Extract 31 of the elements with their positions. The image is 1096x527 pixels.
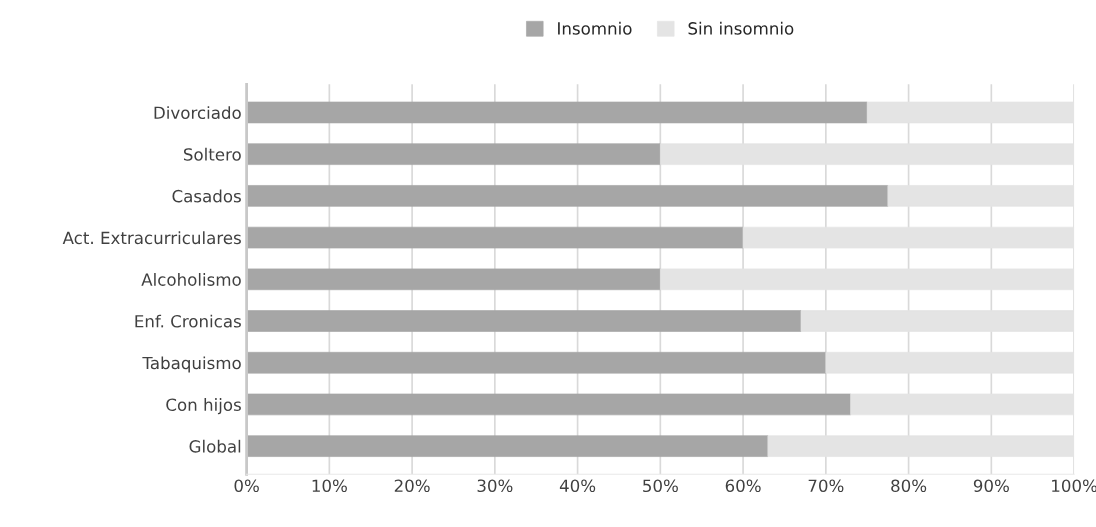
x-tick-label: 20% — [394, 479, 430, 493]
x-tick-label: 80% — [891, 479, 927, 493]
x-tick-label: 30% — [477, 479, 513, 493]
bar — [246, 435, 769, 457]
legend-label: Sin insomnio — [688, 21, 794, 35]
bar — [246, 393, 852, 416]
x-tick-label: 90% — [973, 479, 1009, 493]
bar — [246, 268, 661, 291]
x-tick-label: 50% — [643, 479, 678, 493]
y-tick-label: Con hijos — [166, 398, 241, 415]
bar — [246, 226, 744, 249]
x-tick-label: 100% — [1052, 479, 1096, 493]
y-tick-label: Act. Extracurriculares — [62, 231, 241, 245]
bar — [246, 101, 868, 124]
bar — [246, 143, 661, 165]
y-tick-label: Divorciado — [154, 106, 241, 120]
x-tick-label: 70% — [808, 479, 844, 493]
x-tick-label: 40% — [559, 479, 596, 493]
y-tick-label: Soltero — [183, 147, 241, 161]
bar — [246, 351, 827, 374]
y-tick-label: Enf. Cronicas — [135, 314, 241, 328]
y-tick-label: Tabaquismo — [142, 356, 241, 373]
x-tick-label: 60% — [725, 479, 761, 493]
x-tick-label: 10% — [312, 479, 347, 493]
bar — [246, 185, 889, 207]
legend-label: Insomnio — [558, 21, 632, 35]
bar — [246, 310, 802, 332]
y-tick-label: Alcoholismo — [141, 272, 241, 286]
y-tick-label: Global — [189, 439, 241, 453]
x-tick-label: 0% — [234, 479, 259, 493]
y-tick-label: Casados — [172, 189, 241, 203]
